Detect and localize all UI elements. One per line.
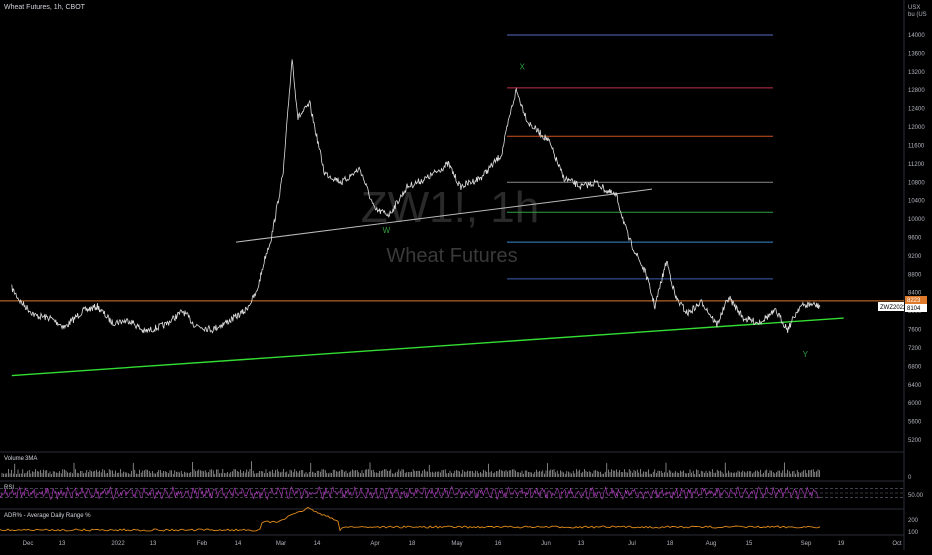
- volume-pane-title: Volume: [4, 456, 25, 462]
- currency-unit-label: bu (US: [908, 12, 927, 18]
- price-axis-tick: 8400: [908, 291, 922, 297]
- time-axis[interactable]: Dec 13 2022 13 Feb 14 Mar 14 Apr 18 May 16 Jun 13 Jul 1…: [23, 541, 902, 547]
- volume-bars: [1, 461, 820, 477]
- price-axis-tick: 6800: [908, 364, 922, 370]
- price-axis-tick: 9600: [908, 236, 922, 242]
- currency-label: USX: [908, 5, 920, 11]
- channel-trendline: [235, 188, 653, 243]
- last-price-tag: 8104: [907, 306, 921, 312]
- rsi-line: [0, 485, 821, 501]
- rsi-series: [0, 485, 904, 501]
- price-axis-tick: 5200: [908, 438, 922, 444]
- rsi-pane-title: RSI: [4, 485, 14, 491]
- price-axis-tick: 6400: [908, 383, 922, 389]
- price-axis-tick: 8800: [908, 272, 922, 278]
- contract-tag-label: ZWZ2022: [880, 305, 907, 311]
- time-axis-tick: 14: [235, 541, 242, 547]
- time-axis-tick: 13: [578, 541, 585, 547]
- contract-tag-bg: [878, 302, 904, 311]
- adr-series: [0, 506, 821, 532]
- price-axis-tick: 6000: [908, 401, 922, 407]
- price-axis-tick: 12400: [908, 107, 925, 113]
- time-axis-tick: 13: [59, 541, 66, 547]
- time-axis-tick: Feb: [197, 541, 208, 547]
- price-axis-tick: 7600: [908, 328, 922, 334]
- adr-pane-title: ADR% - Average Daily Range %: [4, 513, 91, 519]
- price-axis-tick: 10400: [908, 199, 925, 205]
- time-axis-tick: Sep: [801, 541, 812, 547]
- time-axis-tick: Jul: [628, 541, 636, 547]
- time-axis-tick: Apr: [370, 541, 379, 547]
- price-axis-tick: 5600: [908, 420, 922, 426]
- support-trendline: [11, 317, 844, 377]
- price-axis-tick: 9200: [908, 254, 922, 260]
- price-axis-tick: 12800: [908, 88, 925, 94]
- price-axis[interactable]: 14000 13600 13200 12800 12400 12000 11600 11200…: [908, 33, 925, 444]
- time-axis-tick: Mar: [276, 541, 286, 547]
- adr-line: [0, 506, 821, 532]
- last-price-tags: ZWZ2022 8223 8104: [878, 296, 927, 312]
- price-axis-tick: 10800: [908, 180, 925, 186]
- time-axis-tick: May: [451, 541, 462, 547]
- wave-labels: W X Y: [383, 63, 809, 360]
- time-axis-tick: 19: [838, 541, 845, 547]
- time-axis-tick: Oct: [892, 541, 902, 547]
- price-axis-tick: 8000: [908, 309, 922, 315]
- time-axis-tick: 18: [667, 541, 674, 547]
- chart-title: Wheat Futures, 1h, CBOT: [4, 4, 86, 11]
- time-axis-tick: 15: [746, 541, 753, 547]
- watermark-symbol: ZW1!, 1h: [361, 183, 540, 232]
- time-axis-tick: Aug: [706, 541, 717, 547]
- volume-axis-tick: 0: [908, 475, 912, 481]
- fib-level-lines[interactable]: [507, 34, 773, 280]
- time-axis-tick: 2022: [111, 541, 125, 547]
- rsi-axis-tick: 50.00: [908, 493, 924, 499]
- time-axis-tick: 13: [150, 541, 157, 547]
- price-line: [11, 59, 821, 334]
- price-series: [11, 59, 821, 334]
- price-axis-tick: 12000: [908, 125, 925, 131]
- price-axis-tick: 13200: [908, 70, 925, 76]
- last-price-tag-bg: [905, 304, 927, 312]
- price-axis-tick: 10000: [908, 217, 925, 223]
- volume-ma-label: 3MA: [25, 456, 37, 462]
- adr-axis-tick-100: 100: [908, 530, 919, 536]
- wave-label: W: [383, 226, 391, 235]
- line-price-tag: 8223: [907, 298, 921, 304]
- wave-label: Y: [803, 350, 809, 359]
- price-axis-tick: 7200: [908, 346, 922, 352]
- time-axis-tick: 14: [314, 541, 321, 547]
- time-axis-tick: Dec: [23, 541, 34, 547]
- watermark-name: Wheat Futures: [386, 245, 517, 267]
- adr-axis-tick-200: 200: [908, 518, 919, 524]
- time-axis-tick: 16: [495, 541, 502, 547]
- time-axis-tick: 18: [409, 541, 416, 547]
- price-axis-tick: 11200: [908, 162, 925, 168]
- trend-lines[interactable]: [0, 188, 904, 377]
- price-axis-tick: 14000: [908, 33, 925, 39]
- price-axis-tick: 13600: [908, 51, 925, 57]
- line-price-tag-bg: [905, 296, 927, 304]
- price-axis-tick: 11600: [908, 143, 925, 149]
- wave-label: X: [519, 63, 525, 72]
- time-axis-tick: Jun: [541, 541, 551, 547]
